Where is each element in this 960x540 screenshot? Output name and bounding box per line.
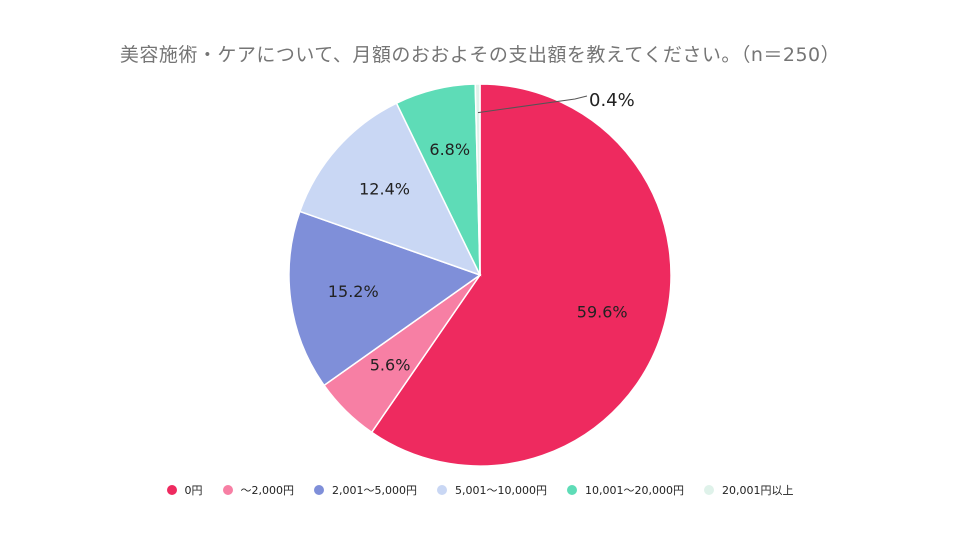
legend-swatch <box>166 485 177 495</box>
legend-item-2001-5000: 2,001～5,000円 <box>314 482 417 498</box>
pie-slice <box>474 83 481 276</box>
legend-swatch <box>222 485 233 495</box>
leader-line <box>477 95 588 114</box>
legend-item-20001-plus: 20,001円以上 <box>703 482 794 498</box>
legend-swatch <box>437 485 447 495</box>
slice-label: 0.4% <box>589 90 635 111</box>
pie-slice <box>370 83 672 467</box>
legend-item-5001-10000: 5,001～10,000円 <box>437 482 547 498</box>
legend-swatch <box>566 485 577 495</box>
legend-label: ～2,000円 <box>240 484 295 497</box>
legend-label: 10,001～20,000円 <box>584 484 684 497</box>
pie-slice <box>288 210 482 387</box>
slice-label: 15.2% <box>328 282 379 301</box>
legend-item-10001-20000: 10,001～20,000円 <box>566 482 684 498</box>
legend: 0円 ～2,000円 2,001～5,000円 5,001～10,000円 10… <box>0 482 960 498</box>
legend-item-0yen: 0円 <box>166 482 203 498</box>
slice-label: 12.4% <box>359 179 410 198</box>
slice-label: 59.6% <box>577 303 628 322</box>
pie-slice <box>298 102 482 277</box>
slice-label: 5.6% <box>370 356 411 375</box>
legend-swatch <box>703 485 714 495</box>
chart-title: 美容施術・ケアについて、月額のおおよその支出額を教えてください。（n＝250） <box>119 44 841 66</box>
legend-label: 2,001～5,000円 <box>332 484 417 497</box>
legend-swatch <box>314 485 325 495</box>
legend-label: 0円 <box>184 484 203 497</box>
legend-label: 5,001～10,000円 <box>455 484 547 497</box>
legend-label: 20,001円以上 <box>721 484 794 497</box>
legend-item-up-to-2000: ～2,000円 <box>222 482 295 498</box>
slice-label: 6.8% <box>429 140 470 159</box>
